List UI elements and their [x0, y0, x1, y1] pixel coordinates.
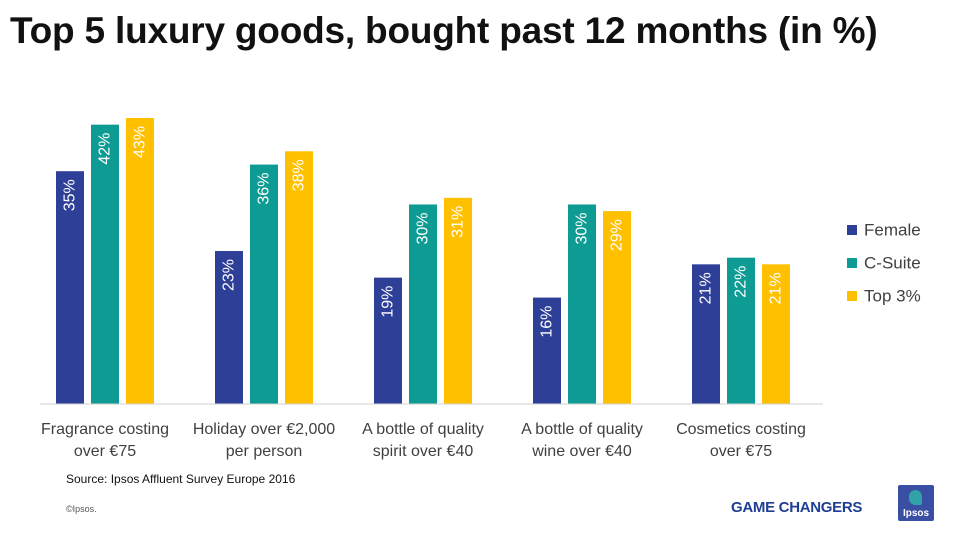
category-label-3: A bottle of quality wine over €40 — [521, 421, 643, 460]
legend-label-female: Female — [864, 221, 921, 240]
bar-female-2 — [374, 277, 402, 404]
category-labels-layer: Fragrance costing over €75 Holiday over €2… — [41, 421, 806, 460]
bar-c-suite-3 — [568, 204, 596, 404]
data-label-c-suite-4: 22% — [733, 266, 750, 298]
data-label-female-1: 23% — [221, 259, 238, 291]
legend-swatch-c-suite — [847, 258, 857, 268]
data-label-female-4: 21% — [698, 272, 715, 304]
bar-female-1 — [215, 251, 243, 404]
data-label-top-3--4: 21% — [768, 272, 785, 304]
bar-top-3--1 — [285, 151, 313, 404]
data-label-top-3--2: 31% — [450, 206, 467, 238]
data-label-c-suite-3: 30% — [574, 212, 591, 244]
page-title: Top 5 luxury goods, bought past 12 month… — [10, 10, 878, 51]
data-label-c-suite-0: 42% — [97, 133, 114, 165]
category-label-0: Fragrance costing over €75 — [41, 421, 169, 460]
bar-labels-layer: 35% 42% 43% 23% 36% 38% 19% 30% 31% 16% 30% 29% 21% 2… — [62, 126, 785, 338]
legend-label-top-3-: Top 3% — [864, 287, 921, 306]
category-label-1: Holiday over €2,000 per person — [193, 421, 335, 460]
bar-female-4 — [692, 264, 720, 404]
bar-female-3 — [533, 297, 561, 404]
legend-label-c-suite: C-Suite — [864, 254, 921, 273]
data-label-female-2: 19% — [380, 286, 397, 318]
data-label-female-0: 35% — [62, 179, 79, 211]
bar-top-3--3 — [603, 211, 631, 404]
data-label-top-3--0: 43% — [132, 126, 149, 158]
legend-swatch-female — [847, 225, 857, 235]
source-note: Source: Ipsos Affluent Survey Europe 201… — [66, 472, 296, 486]
data-label-c-suite-2: 30% — [415, 212, 432, 244]
bar-female-0 — [56, 171, 84, 404]
ipsos-logo-mark — [909, 490, 922, 505]
legend-swatch-top-3- — [847, 291, 857, 301]
bars-layer — [56, 118, 790, 405]
data-label-female-3: 16% — [539, 306, 556, 338]
legend: Female C-Suite Top 3% — [847, 221, 921, 306]
bar-top-3--4 — [762, 264, 790, 404]
category-label-4: Cosmetics costing over €75 — [676, 421, 806, 460]
game-changers-tagline: GAME CHANGERS — [731, 499, 863, 516]
ipsos-logo-text: Ipsos — [902, 508, 930, 519]
bar-c-suite-1 — [250, 164, 278, 404]
data-label-c-suite-1: 36% — [256, 173, 273, 205]
copyright-note: ©Ipsos. — [66, 504, 97, 514]
data-label-top-3--1: 38% — [291, 159, 308, 191]
ipsos-logo: Ipsos — [898, 485, 934, 521]
category-label-2: A bottle of quality spirit over €40 — [362, 421, 484, 460]
bar-c-suite-2 — [409, 204, 437, 404]
bar-c-suite-0 — [91, 124, 119, 405]
bar-top-3--2 — [444, 197, 472, 404]
bar-top-3--0 — [126, 118, 154, 404]
bar-c-suite-4 — [727, 257, 755, 404]
data-label-top-3--3: 29% — [609, 219, 626, 251]
